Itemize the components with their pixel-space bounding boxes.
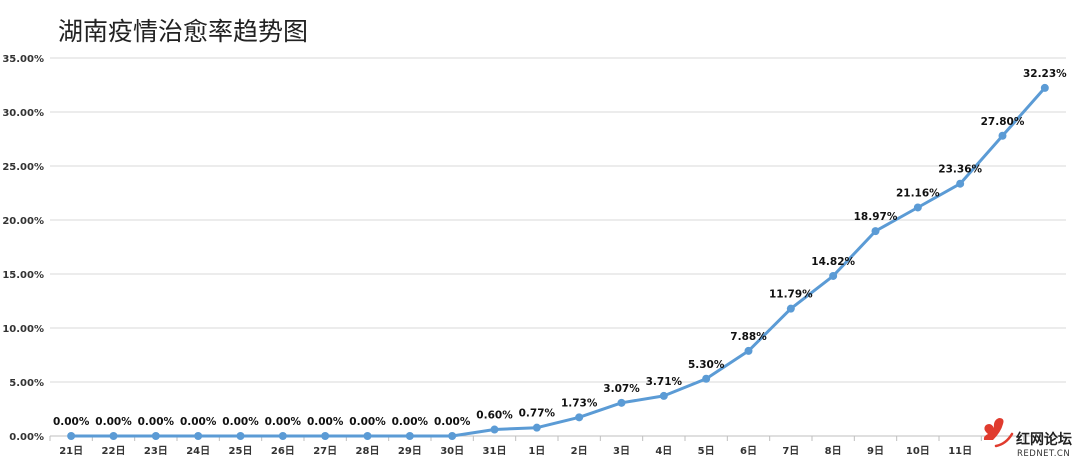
y-tick-label: 30.00% <box>2 108 44 119</box>
data-point <box>786 304 795 313</box>
x-tick-label: 27日 <box>313 445 337 457</box>
y-tick-label: 35.00% <box>2 54 44 65</box>
x-tick-label: 7日 <box>782 445 799 457</box>
x-axis: 21日 22日 23日 24日 25日 26日 27日 28日 29日 30日 31日 1日 2日 3日 4… <box>49 436 1067 457</box>
x-tick-label: 22日 <box>102 445 126 457</box>
data-point <box>871 227 880 236</box>
data-label: 0.60% <box>476 410 513 422</box>
data-labels: 0.00% 0.00% 0.00% 0.00% 0.00% 0.00% 0.00% 0.00%… <box>53 68 1067 428</box>
x-tick-label: 5日 <box>698 445 715 457</box>
data-label: 0.00% <box>138 416 175 428</box>
data-point <box>278 432 287 440</box>
x-tick-label: 26日 <box>271 445 295 457</box>
chart-title: 湖南疫情治愈率趋势图 <box>58 17 308 46</box>
data-label: 0.00% <box>180 416 217 428</box>
x-tick-label: 4日 <box>655 445 672 457</box>
data-label: 0.00% <box>392 416 429 428</box>
data-label: 0.00% <box>265 416 302 428</box>
data-point <box>363 432 372 440</box>
x-tick-label: 2日 <box>571 445 588 457</box>
data-label: 11.79% <box>769 289 813 301</box>
data-label: 18.97% <box>854 211 898 223</box>
y-tick-label: 25.00% <box>2 162 44 173</box>
data-point <box>490 425 499 434</box>
y-tick-label: 10.00% <box>2 324 44 335</box>
data-point <box>532 423 541 432</box>
data-point <box>956 179 965 188</box>
x-tick-label: 6日 <box>740 445 757 457</box>
data-label: 0.00% <box>307 416 344 428</box>
data-label: 0.00% <box>434 416 471 428</box>
watermark-sub: REDNET.CN <box>1017 449 1070 459</box>
x-tick-label: 28日 <box>356 445 380 457</box>
data-label: 0.00% <box>222 416 259 428</box>
watermark: 红网论坛 REDNET.CN <box>983 418 1072 459</box>
data-point <box>405 432 414 440</box>
x-tick-label: 21日 <box>59 445 83 457</box>
x-tick-label: 30日 <box>440 445 464 457</box>
data-label: 5.30% <box>688 359 725 371</box>
data-point <box>702 374 711 383</box>
data-point <box>194 432 203 440</box>
data-label: 0.77% <box>519 408 556 420</box>
data-label: 21.16% <box>896 187 940 199</box>
y-tick-label: 20.00% <box>2 216 44 227</box>
data-label: 32.23% <box>1023 68 1067 80</box>
rednet-logo-icon <box>983 418 1014 448</box>
data-point <box>659 391 668 400</box>
data-label: 0.00% <box>95 416 132 428</box>
x-tick-label: 8日 <box>825 445 842 457</box>
data-point <box>744 346 753 355</box>
x-tick-label: 24日 <box>186 445 210 457</box>
data-point <box>448 432 457 440</box>
data-label: 0.00% <box>349 416 386 428</box>
data-point <box>151 432 160 440</box>
y-axis: 0.00% 5.00% 10.00% 15.00% 20.00% 25.00% 30.00%… <box>2 54 44 443</box>
data-point <box>321 432 330 440</box>
data-label: 0.00% <box>53 416 90 428</box>
data-label: 14.82% <box>811 256 855 268</box>
data-point <box>1040 83 1049 92</box>
data-label: 7.88% <box>730 331 767 343</box>
data-label: 3.71% <box>646 376 683 388</box>
data-point <box>109 432 118 440</box>
x-tick-label: 31日 <box>483 445 507 457</box>
data-point <box>998 131 1007 140</box>
x-tick-label: 1日 <box>528 445 545 457</box>
x-tick-label: 25日 <box>229 445 253 457</box>
data-label: 3.07% <box>603 383 640 395</box>
x-tick-label: 29日 <box>398 445 422 457</box>
data-point <box>236 432 245 440</box>
x-tick-label: 10日 <box>906 445 930 457</box>
data-point <box>67 432 76 440</box>
x-tick-label: 11日 <box>948 445 972 457</box>
grid <box>50 57 1066 437</box>
data-label: 27.80% <box>981 116 1025 128</box>
y-tick-label: 15.00% <box>2 270 44 281</box>
data-label: 23.36% <box>938 164 982 176</box>
data-point <box>575 413 584 422</box>
data-point <box>829 271 838 280</box>
data-point <box>617 398 626 407</box>
series <box>67 83 1049 440</box>
y-tick-label: 0.00% <box>9 432 44 443</box>
x-tick-label: 3日 <box>613 445 630 457</box>
watermark-text: 红网论坛 <box>1016 431 1072 448</box>
x-tick-label: 23日 <box>144 445 168 457</box>
data-point <box>913 203 922 212</box>
y-tick-label: 5.00% <box>9 378 44 389</box>
x-tick-label: 9日 <box>867 445 884 457</box>
data-label: 1.73% <box>561 397 598 409</box>
series-line <box>69 86 1047 438</box>
